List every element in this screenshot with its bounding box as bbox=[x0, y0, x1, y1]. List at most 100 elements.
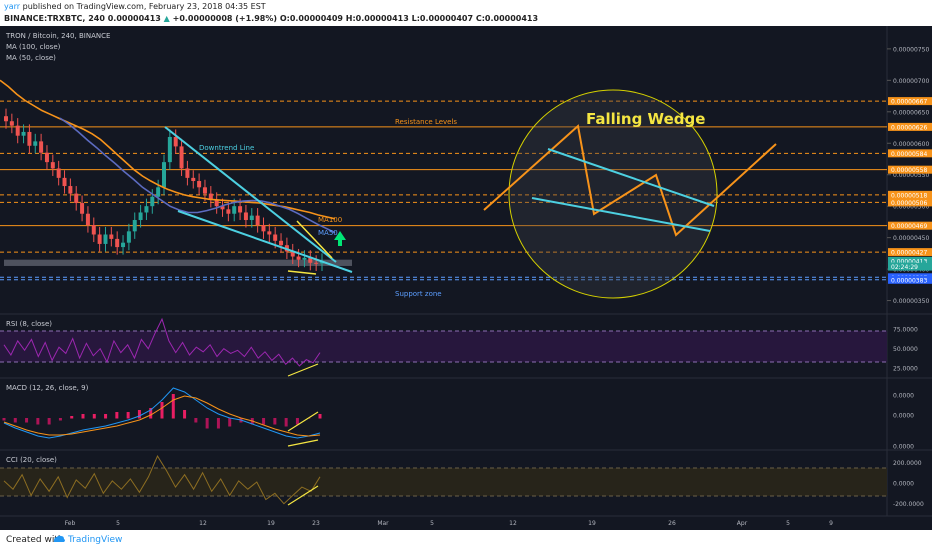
price-label-box bbox=[888, 149, 932, 158]
wedge-upper-line bbox=[547, 148, 715, 207]
macd-histogram-bar bbox=[137, 410, 141, 419]
candle-body bbox=[44, 152, 49, 163]
candle-body bbox=[85, 213, 90, 226]
tradingview-logo-icon bbox=[53, 535, 65, 542]
candle-body bbox=[290, 251, 295, 257]
macd-histogram-bar bbox=[318, 414, 322, 419]
cci-title: CCI (20, close) bbox=[6, 456, 57, 464]
footer: Created with TradingView bbox=[0, 530, 932, 550]
candle-body bbox=[9, 121, 14, 126]
candle-body bbox=[144, 206, 149, 213]
macd-divergence-line-2 bbox=[287, 439, 319, 447]
macd-line bbox=[3, 387, 321, 439]
support-zone-box bbox=[4, 259, 352, 266]
close-price: 0.00000413 bbox=[484, 14, 539, 23]
macd-histogram-bar bbox=[194, 418, 198, 423]
candle-body bbox=[27, 131, 32, 146]
ma50-line bbox=[59, 117, 336, 234]
price-label-box bbox=[888, 256, 932, 265]
candle-body bbox=[33, 141, 38, 146]
chart-svg[interactable]: Downtrend Line Resistance Levels Support… bbox=[0, 26, 932, 530]
cci-tick-label: -200.0000 bbox=[893, 501, 924, 508]
time-tick-label: Apr bbox=[737, 520, 748, 527]
rsi-divergence-line bbox=[287, 363, 319, 377]
low-price: 0.00000407 bbox=[419, 14, 474, 23]
cci-tick-label: 200.0000 bbox=[893, 460, 922, 467]
cci-tick-label: 0.0000 bbox=[893, 481, 914, 488]
candle-body bbox=[314, 262, 319, 264]
candle-body bbox=[109, 234, 114, 239]
price-tick-label: 0.00000600 bbox=[893, 141, 929, 148]
change-text: +0.00000008 (+1.98%) bbox=[172, 14, 278, 23]
candle-body bbox=[214, 199, 219, 207]
macd-histogram-bar bbox=[295, 418, 299, 425]
time-tick-label: 19 bbox=[588, 520, 596, 527]
ma100-label: MA100 bbox=[318, 216, 342, 224]
candle-body bbox=[138, 212, 143, 221]
candle-body bbox=[255, 215, 260, 226]
candle-body bbox=[126, 231, 131, 243]
price-label-box bbox=[888, 275, 932, 284]
price-label-box bbox=[888, 165, 932, 174]
candle-body bbox=[267, 231, 272, 235]
macd-histogram-bar bbox=[160, 402, 164, 419]
candle-body bbox=[62, 177, 67, 187]
price-label-text: 0.00000518 bbox=[891, 192, 927, 199]
candle-body bbox=[132, 220, 137, 232]
ohlc-line: BINANCE:TRXBTC, 240 0.00000413 ▲ +0.0000… bbox=[4, 14, 538, 23]
price-label-box bbox=[888, 262, 932, 271]
macd-histogram-bar bbox=[183, 410, 187, 419]
published-text: published on TradingView.com, February 2… bbox=[22, 2, 266, 11]
price-label-text: 0.00000469 bbox=[891, 223, 927, 230]
chart-area[interactable]: Downtrend Line Resistance Levels Support… bbox=[0, 26, 932, 530]
price-label-text: 02:24:29 bbox=[891, 264, 918, 271]
publish-line: yarr published on TradingView.com, Febru… bbox=[4, 2, 266, 11]
macd-histogram-bar bbox=[2, 418, 6, 421]
candle-body bbox=[197, 181, 202, 188]
time-tick-label: 5 bbox=[430, 520, 434, 527]
price-tick-label: 0.00000450 bbox=[893, 235, 929, 242]
symbol-label: BINANCE:TRXBTC, 240 bbox=[4, 14, 105, 23]
candle-body bbox=[4, 116, 8, 122]
high-value: H:0.00000413 bbox=[345, 14, 409, 23]
candle-body bbox=[208, 193, 213, 200]
macd-tick-label: 0.0000 bbox=[893, 393, 914, 400]
candle-body bbox=[308, 257, 313, 263]
price-label-text: 0.00000413 bbox=[891, 258, 927, 265]
time-tick-label: 26 bbox=[668, 520, 676, 527]
macd-signal-line bbox=[3, 395, 321, 437]
candle-body bbox=[97, 234, 102, 244]
candle-body bbox=[173, 136, 178, 147]
price-tick-label: 0.00000350 bbox=[893, 298, 929, 305]
downtrend-label: Downtrend Line bbox=[199, 144, 254, 152]
rsi-band bbox=[0, 331, 887, 362]
up-arrow-icon: ▲ bbox=[163, 14, 170, 23]
macd-histogram-bar bbox=[228, 418, 232, 427]
candle-body bbox=[220, 206, 225, 210]
macd-histogram-bar bbox=[36, 418, 40, 425]
macd-histogram-bar bbox=[25, 418, 29, 423]
price-label-box bbox=[888, 221, 932, 230]
candle-body bbox=[185, 168, 190, 178]
candle-body bbox=[232, 206, 237, 214]
price-label-text: 0.00000584 bbox=[891, 151, 927, 158]
wedge-lower-line bbox=[531, 197, 711, 232]
candle-body bbox=[202, 187, 207, 194]
candle-body bbox=[302, 257, 307, 260]
price-tick-label: 0.00000550 bbox=[893, 172, 929, 179]
candle-body bbox=[121, 242, 126, 248]
time-tick-label: 5 bbox=[116, 520, 120, 527]
cci-line bbox=[3, 455, 321, 505]
price-label-text: 0.00000626 bbox=[891, 124, 927, 131]
macd-title: MACD (12, 26, close, 9) bbox=[6, 384, 89, 392]
tradingview-brand[interactable]: TradingView bbox=[68, 535, 123, 545]
author-link[interactable]: yarr bbox=[4, 2, 21, 11]
candle-body bbox=[162, 162, 166, 188]
price-label-text: 0.00000506 bbox=[891, 200, 927, 207]
price-label-box bbox=[888, 122, 932, 131]
candle-body bbox=[156, 187, 161, 197]
price-label-box bbox=[888, 97, 932, 106]
candle-body bbox=[191, 177, 196, 182]
macd-histogram-bar bbox=[13, 418, 17, 423]
macd-histogram-bar bbox=[205, 418, 209, 429]
